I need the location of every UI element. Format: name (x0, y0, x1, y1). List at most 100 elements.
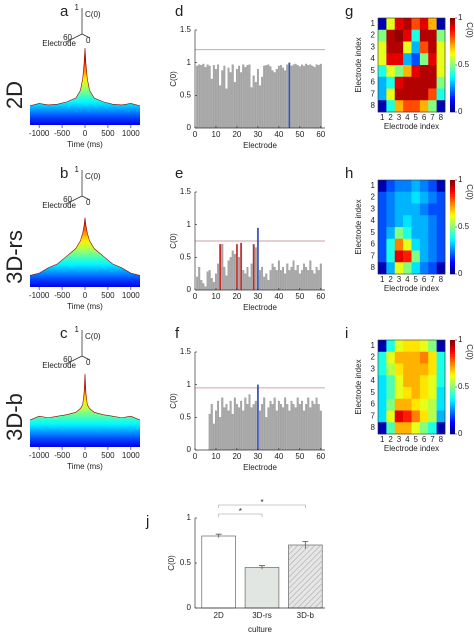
bar (201, 535, 236, 609)
y-tick-label: 0.5 (180, 252, 192, 261)
x-tick-label: 0 (193, 452, 198, 461)
inset-label: C(0) (85, 172, 101, 181)
colorbar-step (450, 377, 455, 381)
heat-cell (428, 41, 437, 54)
colorbar-step (450, 351, 455, 355)
heat-cell (403, 100, 412, 113)
heat-cell (386, 203, 396, 216)
x-tick-label: 3 (397, 275, 402, 284)
bar (286, 263, 289, 291)
bar (313, 273, 316, 291)
bar (240, 400, 243, 451)
colorbar-step (450, 198, 455, 202)
bar (227, 410, 230, 451)
heat-cell (411, 250, 421, 263)
heat-cell (378, 41, 387, 54)
x-tick-label: 4 (405, 113, 410, 122)
colorbar-step (450, 212, 455, 216)
x-tick-label: 10 (212, 452, 221, 461)
colorbar-step (450, 363, 455, 367)
x-tick-label: 1 (380, 275, 385, 284)
bar (317, 404, 320, 451)
bar (227, 260, 230, 291)
heat-cell (403, 422, 412, 435)
colorbar-step (450, 34, 455, 38)
bar (204, 67, 207, 129)
bar (238, 257, 240, 291)
bar (300, 400, 303, 451)
x-axis-label: Electrode index (384, 444, 439, 453)
bar (204, 286, 207, 291)
y-axis-label: C(0) (169, 71, 178, 87)
y-tick-label: 7 (371, 89, 376, 98)
colorbar-step (450, 60, 455, 63)
bar (217, 400, 220, 451)
panel-letter: e (175, 165, 183, 182)
heat-cell (378, 262, 387, 275)
bar (271, 404, 274, 451)
bar (284, 70, 287, 129)
colorbar-step (450, 391, 455, 395)
bar (290, 267, 293, 291)
colorbar-step (450, 372, 455, 376)
y-tick-label: 1 (371, 181, 376, 190)
heat-cell (419, 76, 429, 89)
y-tick-label: 0 (187, 123, 192, 132)
heat-cell (386, 227, 396, 240)
bar (319, 263, 322, 291)
heat-cell (386, 191, 396, 204)
surface-shade (30, 373, 140, 447)
colorbar-label: C(0) (465, 344, 474, 360)
colorbar-step (450, 426, 455, 430)
colorbar-step (450, 180, 455, 183)
bar (225, 88, 228, 129)
bar (196, 276, 199, 291)
heat-cell (403, 215, 412, 228)
colorbar-step (450, 234, 455, 237)
x-axis-label: Time (ms) (67, 302, 103, 311)
colorbar-step (450, 356, 455, 360)
bar (263, 276, 266, 291)
colorbar-step (450, 412, 455, 416)
error-bar (302, 541, 309, 549)
heat-cell (394, 203, 404, 216)
bar (221, 397, 224, 451)
colorbar-step (450, 358, 455, 362)
bar (210, 278, 213, 291)
x-tick-label: 0 (83, 129, 88, 138)
colorbar-step (450, 67, 455, 70)
x-axis-label: Electrode index (384, 284, 439, 293)
heat-cell (411, 88, 421, 101)
colorbar-step (450, 102, 455, 106)
heat-cell (436, 29, 446, 42)
colorbar-step (450, 76, 455, 80)
bar (303, 65, 305, 129)
heat-cell (394, 238, 404, 251)
panel-letter: d (175, 3, 183, 20)
bar (275, 410, 278, 451)
colorbar-step (450, 271, 455, 275)
heat-frame (377, 179, 446, 275)
heat-cell (378, 18, 387, 31)
colorbar-step (450, 97, 455, 101)
heat-cell (436, 398, 446, 411)
heat-cell (428, 215, 437, 228)
bar (252, 244, 255, 291)
heat-cell (378, 340, 387, 353)
x-tick-label: 10 (212, 130, 221, 139)
x-tick-label: 6 (422, 435, 427, 444)
bar (277, 400, 280, 451)
colorbar-step (450, 354, 455, 357)
bar (244, 273, 247, 291)
heat-cell (411, 410, 421, 423)
heat-cell (403, 41, 412, 54)
colorbar-step (450, 252, 455, 256)
x-tick-label: 3D-b (297, 611, 315, 620)
bar (198, 64, 201, 129)
colorbar-step (450, 191, 455, 195)
colorbar-step (450, 100, 455, 103)
surface-shade (30, 217, 140, 287)
heat-cell (419, 238, 429, 251)
bar (269, 270, 272, 291)
x-tick-label: 60 (316, 452, 325, 461)
